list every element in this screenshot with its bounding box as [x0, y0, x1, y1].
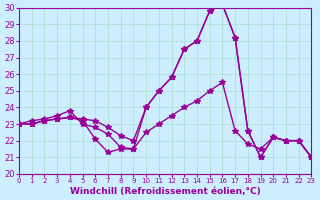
X-axis label: Windchill (Refroidissement éolien,°C): Windchill (Refroidissement éolien,°C) [70, 187, 260, 196]
